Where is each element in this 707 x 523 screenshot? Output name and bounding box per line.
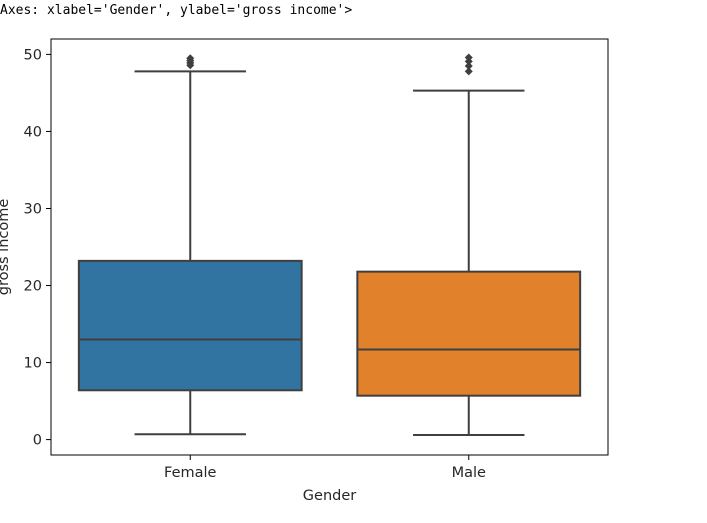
iqr-box (77, 259, 303, 392)
axes-frame (50, 38, 609, 456)
x-tick-label: Male (452, 465, 486, 481)
y-tick-label: 10 (24, 356, 42, 372)
y-tick-label: 40 (24, 124, 42, 140)
y-tick-label: 30 (24, 201, 42, 217)
output-repr-text: Axes: xlabel='Gender', ylabel='gross inc… (0, 3, 353, 18)
plot-area (77, 53, 582, 436)
y-tick-label: 0 (33, 433, 42, 449)
outlier-point (186, 54, 195, 63)
box-female (77, 54, 303, 436)
outlier-point (464, 67, 473, 76)
x-axis-title: Gender (303, 488, 356, 504)
y-tick-label: 50 (24, 47, 42, 63)
iqr-box (356, 270, 582, 397)
y-tick-label: 20 (24, 279, 42, 295)
y-axis-title: gross income (0, 199, 12, 296)
box-male (356, 53, 582, 436)
y-axis: 0 10 20 30 40 50 (24, 47, 51, 449)
outlier-point (464, 61, 473, 70)
outlier-point (464, 53, 473, 62)
x-tick-label: Female (164, 465, 217, 481)
x-axis: Female Male (164, 455, 486, 481)
